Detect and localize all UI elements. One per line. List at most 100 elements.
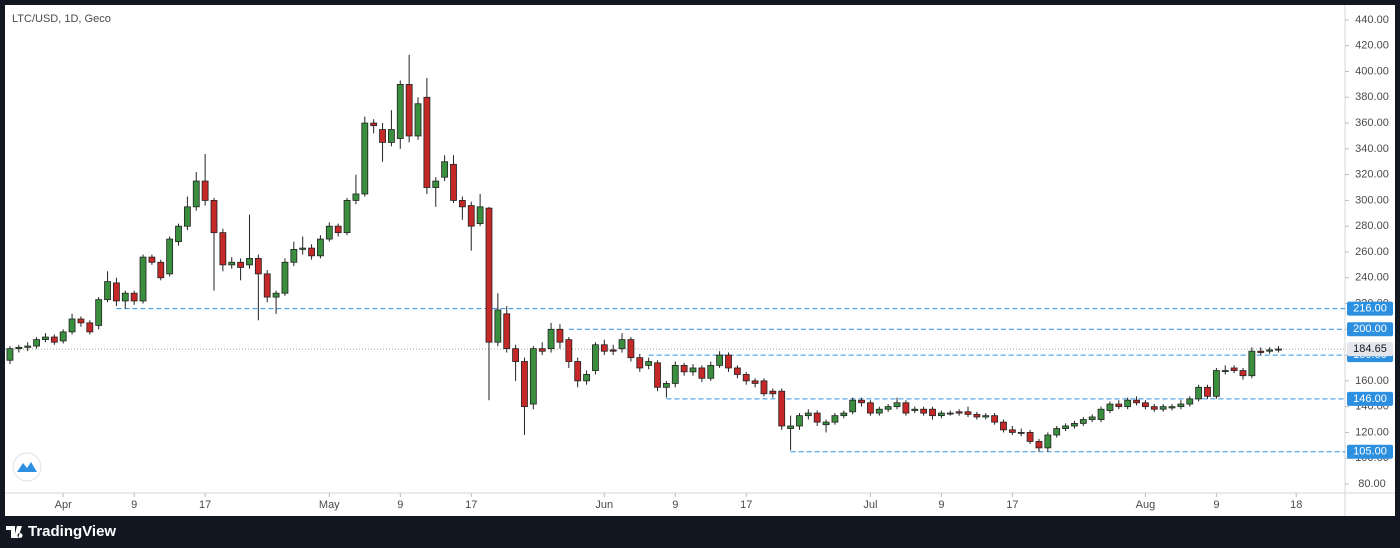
candle-body <box>1097 408 1105 420</box>
candle-body <box>1239 370 1247 377</box>
candle-body <box>432 180 440 188</box>
candle-body <box>343 200 351 234</box>
candle-body <box>964 411 972 415</box>
x-tick-label: 17 <box>1006 499 1018 511</box>
candle-body <box>210 200 218 234</box>
candle-body <box>42 336 49 341</box>
candle-body <box>831 415 839 423</box>
candle-body <box>796 415 803 427</box>
level-label-box <box>1347 391 1393 406</box>
candle-body <box>50 336 58 343</box>
candle-body <box>911 408 919 411</box>
candle-body <box>804 412 812 417</box>
candle-body <box>157 261 165 279</box>
candle-body <box>166 238 174 275</box>
candle-body <box>317 238 324 257</box>
candle-body <box>1195 386 1203 400</box>
candle-body <box>59 331 67 342</box>
candle-body <box>192 180 200 208</box>
logo-badge <box>12 452 42 482</box>
level-label: 200.00 <box>1353 323 1387 335</box>
candle-body <box>1017 432 1025 434</box>
y-tick-label: 400.00 <box>1355 65 1389 77</box>
candle-body <box>334 225 342 234</box>
candle-body <box>1062 425 1069 429</box>
candle-body <box>902 402 910 414</box>
candle-body <box>33 339 40 347</box>
y-tick-label: 440.00 <box>1355 14 1389 26</box>
candle-body <box>467 205 475 227</box>
candle-body <box>272 292 280 298</box>
candle-body <box>228 261 236 266</box>
y-tick-label: 380.00 <box>1355 91 1389 103</box>
level-label-box <box>1347 444 1393 459</box>
last-price-box <box>1347 342 1393 357</box>
candle-body <box>1088 416 1096 420</box>
level-label: 105.00 <box>1353 446 1387 458</box>
candle-body <box>955 411 963 414</box>
candle-body <box>423 96 431 188</box>
candle-body <box>592 344 599 371</box>
candle-body <box>733 367 741 375</box>
x-tick-label: 9 <box>672 499 678 511</box>
candle-body <box>627 339 635 359</box>
candle-body <box>1026 432 1034 442</box>
candle-body <box>1008 429 1016 433</box>
candle-body <box>201 180 209 201</box>
candle-body <box>450 163 457 201</box>
candle-body <box>636 357 644 369</box>
x-tick-label: 9 <box>397 499 403 511</box>
candle-body <box>1204 386 1211 397</box>
candle-body <box>609 349 617 352</box>
candle-body <box>583 374 590 382</box>
candle-body <box>751 380 759 384</box>
candle-body <box>370 122 378 127</box>
x-tick-label: Apr <box>55 499 72 511</box>
candle-body <box>237 261 245 268</box>
candle-body <box>725 354 732 369</box>
candle-body <box>875 408 883 414</box>
chart-panel <box>5 5 1395 516</box>
candle-body <box>1212 370 1220 397</box>
candle-body <box>1257 350 1265 353</box>
x-tick-label: 9 <box>1213 499 1219 511</box>
candle-body <box>1159 406 1167 410</box>
y-tick-label: 420.00 <box>1355 40 1389 52</box>
candle-body <box>787 425 794 429</box>
candle-body <box>1115 403 1123 408</box>
candle-body <box>778 390 786 427</box>
candle-body <box>24 345 32 348</box>
candle-body <box>494 309 502 343</box>
candle-body <box>769 390 777 395</box>
candle-body <box>529 348 537 405</box>
candle-body <box>414 103 422 137</box>
y-tick-label: 260.00 <box>1355 246 1389 258</box>
candle-body <box>139 256 147 302</box>
candle-body <box>1186 398 1194 405</box>
candle-body <box>547 328 555 350</box>
candle-body <box>565 339 573 362</box>
candle-body <box>175 225 182 243</box>
y-tick-label: 240.00 <box>1355 272 1389 284</box>
candle-body <box>476 206 484 225</box>
candle-body <box>121 292 129 302</box>
y-tick-label: 340.00 <box>1355 143 1389 155</box>
candle-body <box>458 200 466 208</box>
candle-body <box>556 328 564 343</box>
candle-body <box>707 364 715 379</box>
candle-body <box>1044 434 1052 449</box>
candle-body <box>219 232 227 266</box>
candle-body <box>1035 441 1043 449</box>
chart-title: LTC/USD, 1D, Geco <box>12 13 111 25</box>
level-label: 146.00 <box>1353 393 1387 405</box>
x-tick-label: 9 <box>938 499 944 511</box>
candle-body <box>937 412 945 417</box>
x-tick-label: Jun <box>595 499 613 511</box>
candle-body <box>512 348 519 362</box>
candle-body <box>361 122 369 195</box>
candle-body <box>1266 349 1273 352</box>
y-tick-label: 360.00 <box>1355 117 1389 129</box>
candle-body <box>1275 348 1282 351</box>
candle-body <box>503 313 511 350</box>
